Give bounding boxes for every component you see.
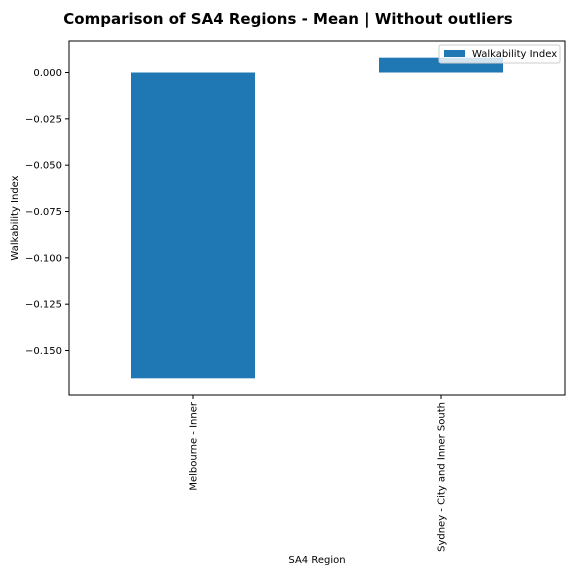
chart-title: Comparison of SA4 Regions - Mean | Witho… [63, 10, 513, 29]
y-tick-label: 0.000 [33, 68, 62, 79]
x-tick-label: Sydney - City and Inner South [437, 402, 448, 552]
y-tick-label: −0.025 [25, 114, 62, 125]
legend: Walkability Index [438, 44, 561, 64]
x-tick-label: Melbourne - Inner [189, 401, 200, 491]
plot-frame [68, 40, 566, 396]
legend-swatch [444, 50, 465, 57]
y-axis-ticks: 0.000 −0.025 −0.050 −0.075 −0.100 −0.125 −0.15… [25, 68, 69, 357]
y-tick-label: −0.075 [25, 207, 62, 218]
legend-label: Walkability Index [472, 49, 557, 60]
legend-box [438, 44, 561, 64]
x-axis-label: SA4 Region [288, 555, 345, 566]
y-axis-label: Walkability Index [10, 175, 21, 260]
bars-group [131, 57, 503, 379]
bar-0 [131, 72, 255, 379]
y-tick-label: −0.125 [25, 300, 62, 311]
y-tick-label: −0.150 [25, 346, 62, 357]
y-tick-label: −0.100 [25, 253, 62, 264]
y-tick-label: −0.050 [25, 161, 62, 172]
x-axis-ticks: Melbourne - Inner Sydney - City and Inner… [189, 395, 448, 552]
